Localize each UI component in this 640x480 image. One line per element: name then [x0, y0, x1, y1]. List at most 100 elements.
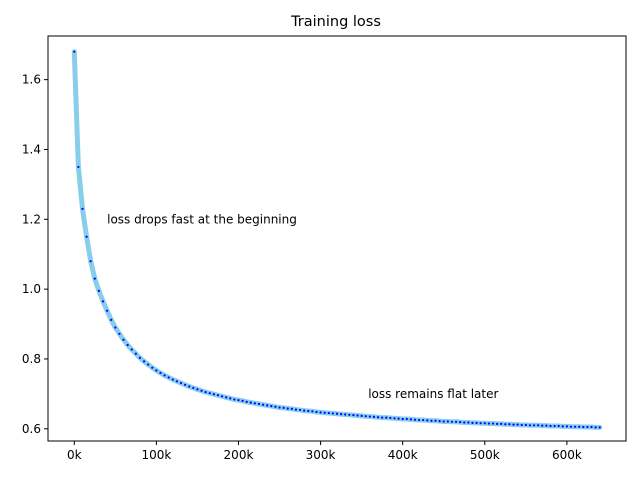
loss-point — [352, 414, 355, 417]
loss-point — [393, 417, 396, 420]
loss-point — [459, 421, 462, 424]
annotation-late: loss remains flat later — [368, 387, 498, 401]
loss-point — [233, 398, 236, 401]
loss-point — [426, 419, 429, 422]
loss-point — [376, 416, 380, 419]
loss-point — [520, 423, 523, 427]
loss-point — [569, 425, 573, 428]
loss-point — [430, 419, 433, 422]
loss-point — [524, 423, 527, 427]
loss-point — [110, 318, 113, 321]
loss-point — [114, 326, 117, 329]
loss-point — [516, 423, 519, 426]
loss-point — [163, 374, 166, 377]
y-tick-label: 1.0 — [22, 282, 41, 296]
loss-point — [93, 277, 96, 280]
loss-point — [106, 309, 109, 312]
loss-point — [323, 411, 326, 414]
loss-point — [249, 401, 252, 404]
loss-point — [381, 416, 384, 419]
loss-point — [590, 425, 593, 429]
loss-point — [134, 352, 137, 355]
y-tick-label: 1.6 — [22, 73, 41, 87]
loss-point — [142, 360, 146, 363]
axes-layer: 0k 100k 200k 300k 400k 500k 600k 0.6 0.8 1.0 1.2 1.… — [22, 35, 627, 462]
loss-point — [356, 414, 359, 417]
x-tick-label: 100k — [141, 448, 171, 462]
x-tick-label: 300k — [306, 448, 336, 462]
loss-point — [413, 418, 417, 421]
loss-point — [208, 392, 211, 395]
loss-point — [298, 408, 302, 412]
loss-point — [77, 165, 80, 169]
y-tick-label: 0.8 — [22, 352, 41, 366]
loss-point — [85, 235, 88, 238]
loss-point — [475, 421, 478, 424]
loss-point — [438, 420, 441, 423]
loss-point — [442, 420, 445, 423]
loss-point — [500, 422, 503, 425]
loss-point — [360, 414, 363, 417]
loss-point — [278, 406, 281, 409]
loss-point — [294, 408, 298, 411]
loss-point — [508, 423, 511, 426]
loss-point — [487, 422, 490, 425]
loss-point — [528, 424, 532, 427]
loss-point — [409, 418, 412, 421]
loss-point — [471, 421, 474, 424]
loss-point — [418, 418, 421, 422]
loss-point — [479, 422, 482, 425]
loss-point — [463, 421, 466, 424]
loss-point — [155, 369, 158, 372]
loss-point — [118, 332, 121, 335]
loss-point — [541, 424, 544, 427]
loss-point — [229, 397, 232, 400]
loss-point — [315, 410, 318, 414]
loss-point — [175, 380, 178, 383]
loss-point — [237, 399, 240, 402]
loss-point — [454, 420, 458, 423]
loss-point — [89, 260, 92, 263]
loss-point — [204, 391, 207, 394]
loss-point — [504, 423, 507, 426]
loss-point — [97, 289, 100, 292]
loss-point — [130, 348, 133, 351]
loss-point — [73, 50, 76, 53]
loss-point — [578, 425, 581, 428]
loss-point — [331, 412, 334, 415]
loss-point — [151, 366, 154, 369]
loss-point — [171, 378, 174, 381]
loss-point — [586, 425, 589, 429]
loss-point — [81, 207, 84, 210]
loss-point — [565, 425, 568, 428]
loss-point — [188, 385, 191, 388]
loss-point — [262, 403, 265, 406]
loss-point — [122, 338, 125, 341]
loss-point — [545, 424, 548, 427]
loss-point — [483, 422, 486, 425]
loss-point — [348, 413, 351, 416]
loss-point — [532, 424, 536, 427]
annotation-layer: loss drops fast at the beginning loss re… — [107, 212, 498, 401]
loss-point — [212, 393, 215, 396]
loss-point — [340, 413, 343, 416]
x-tick-label: 400k — [388, 448, 418, 462]
loss-point — [574, 425, 577, 428]
x-tick-label: 200k — [224, 448, 254, 462]
loss-point — [192, 386, 195, 390]
loss-point — [582, 425, 585, 429]
loss-point — [138, 356, 142, 360]
loss-point — [200, 389, 203, 392]
loss-point — [216, 394, 220, 397]
loss-point — [401, 417, 404, 421]
loss-point — [196, 388, 199, 391]
loss-point — [368, 415, 371, 418]
loss-point — [167, 376, 170, 379]
loss-point — [159, 371, 162, 375]
loss-point — [225, 396, 228, 399]
loss-point — [257, 402, 261, 406]
y-tick-label: 1.4 — [22, 142, 41, 156]
loss-point — [553, 424, 556, 428]
loss-point — [270, 404, 273, 408]
